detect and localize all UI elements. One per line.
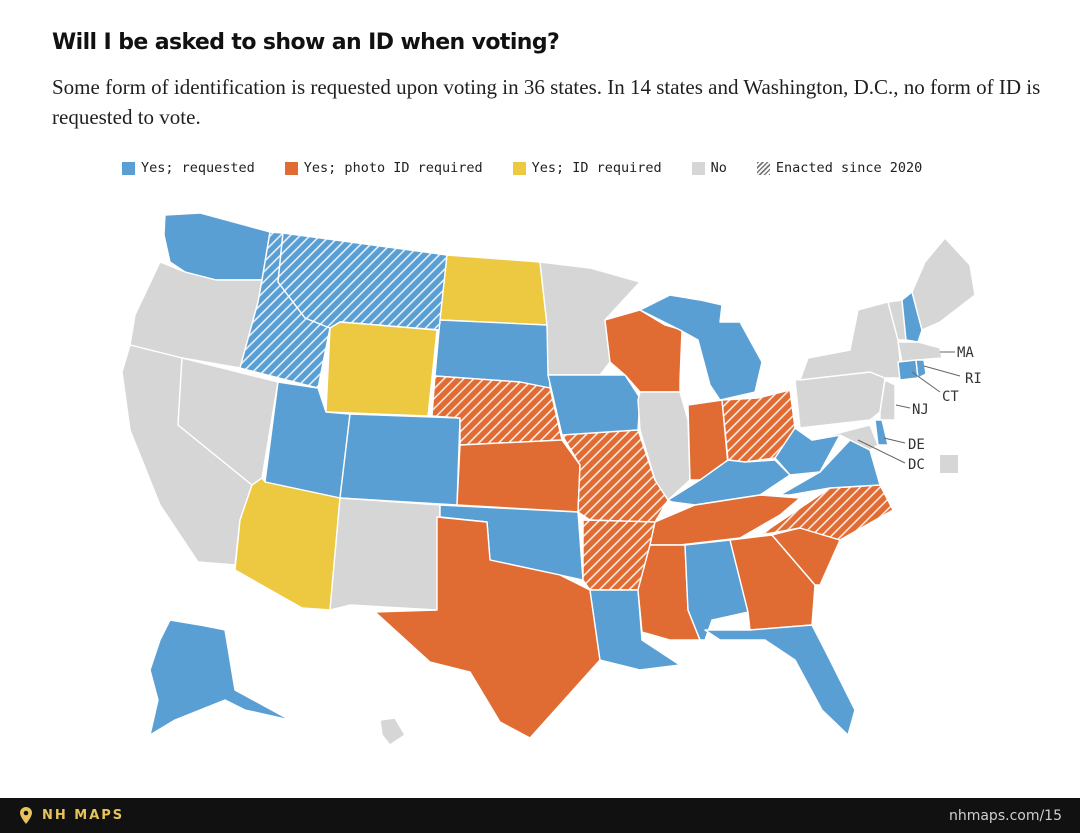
state-ny [799,301,903,381]
state-hi [379,717,406,746]
state-va [779,439,881,496]
legend-label: Yes; photo ID required [303,160,483,176]
state-me [911,237,976,331]
callout-de: DE [908,437,925,453]
hatch-overlay-oh [722,390,795,462]
map-pin-icon [20,807,32,824]
hatch-overlay-id [240,232,330,388]
legend-swatch-requested [122,161,135,175]
state-wy [325,321,438,417]
callout-ri: RI [965,371,982,387]
legend-item-photo-id: Yes; photo ID required [284,160,483,176]
state-tx [374,516,601,739]
state-fl [704,624,856,736]
legend-label: Yes; ID required [531,160,662,176]
state-nj [879,379,896,421]
hatch-overlay-nc [760,485,893,540]
state-ma [897,341,943,363]
state-nm [329,497,441,611]
state-co [339,413,461,506]
legend-label: Enacted since 2020 [775,160,923,176]
state-pa [794,371,886,429]
legend-item-enacted: Enacted since 2020 [756,160,923,176]
hatch-overlay-ar [583,520,655,590]
legend: Yes; requested Yes; photo ID required Ye… [122,160,952,176]
state-nd [439,254,548,326]
footer-bar: NH MAPS nhmaps.com/15 [0,798,1080,833]
legend-item-requested: Yes; requested [122,160,255,176]
page-title: Will I be asked to show an ID when votin… [52,30,560,55]
hatch-overlay-mt [278,233,447,330]
state-ks [456,439,581,513]
footer-url[interactable]: nhmaps.com/15 [948,807,1062,824]
callout-ct: CT [942,389,959,405]
state-ct [897,359,919,381]
legend-swatch-photo-id [284,161,298,175]
legend-label: Yes; requested [141,160,255,176]
brand-name: NH MAPS [42,808,125,823]
legend-swatch-no [691,161,705,175]
legend-label: No [710,160,727,176]
callout-lines [857,351,961,464]
hatch-overlay-mo [562,430,668,522]
dc-swatch [940,455,958,473]
state-mi [639,294,763,401]
state-az [234,477,341,611]
us-map: MA RI CT NJ DE DC [121,212,982,746]
state-ak [149,619,291,736]
state-wi [604,309,683,393]
legend-swatch-id-required [512,161,526,175]
legend-item-no: No [691,160,727,176]
legend-item-id-required: Yes; ID required [512,160,662,176]
brand: NH MAPS [20,807,124,824]
page-subtitle: Some form of identification is requested… [52,75,1041,129]
state-ia [547,374,641,439]
state-ri [915,359,927,379]
legend-swatch-hatch [756,161,770,175]
callout-ma: MA [957,345,974,361]
callout-nj: NJ [912,402,929,418]
hatch-overlay-ne [432,376,562,445]
state-de [874,419,889,446]
state-md [811,424,879,451]
state-nh [901,291,923,343]
callout-dc: DC [908,457,925,473]
